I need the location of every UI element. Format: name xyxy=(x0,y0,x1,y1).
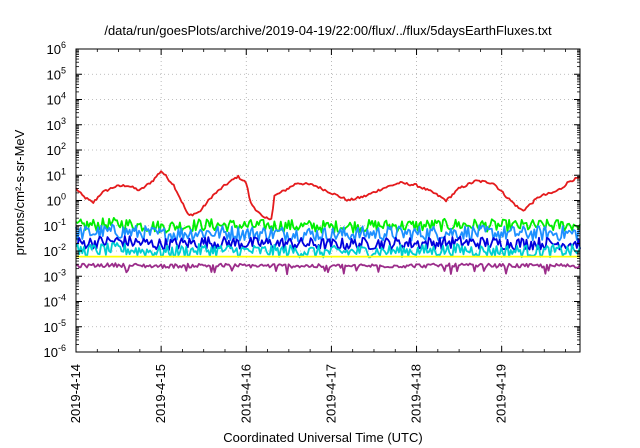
grid-lines xyxy=(76,49,580,352)
x-tick-label: 2019-4-15 xyxy=(153,364,168,423)
y-tick-label: 10-3 xyxy=(44,267,66,284)
y-tick-label: 104 xyxy=(47,91,66,108)
chart-title: /data/run/goesPlots/archive/2019-04-19/2… xyxy=(104,23,552,38)
x-tick-label: 2019-4-17 xyxy=(323,364,338,423)
x-axis-label: Coordinated Universal Time (UTC) xyxy=(223,430,422,445)
y-tick-label: 10-4 xyxy=(44,293,66,310)
x-tick-label: 2019-4-16 xyxy=(238,364,253,423)
y-tick-label: 10-2 xyxy=(44,242,66,259)
axis-ticks xyxy=(75,48,580,353)
y-tick-label: 10-5 xyxy=(44,318,66,335)
y-tick-label: 100 xyxy=(47,192,66,209)
x-tick-label: 2019-4-19 xyxy=(494,364,509,423)
y-tick-label: 103 xyxy=(47,116,66,133)
y-tick-label: 106 xyxy=(47,40,66,57)
series-line xyxy=(75,242,581,259)
series-line xyxy=(75,235,581,252)
series-line xyxy=(75,170,581,221)
y-tick-label: 102 xyxy=(47,141,66,158)
x-tick-label: 2019-4-18 xyxy=(409,364,424,423)
x-tick-label: 2019-4-14 xyxy=(68,364,83,423)
y-tick-label: 105 xyxy=(47,65,66,82)
y-tick-label: 101 xyxy=(47,166,66,183)
x-tick-labels: 2019-4-14 2019-4-15 2019-4-16 2019-4-17 2019… xyxy=(68,364,509,423)
y-tick-label: 10-1 xyxy=(44,217,66,234)
y-tick-label: 10-6 xyxy=(44,343,66,360)
series-line xyxy=(75,262,581,276)
y-tick-labels: 10-6 10-5 10-4 10-3 10-2 10-1 100 101 102 103 104 1… xyxy=(44,40,66,360)
y-axis-label: protons/cm²-s-sr-MeV xyxy=(12,129,27,255)
series-lines xyxy=(75,170,581,276)
